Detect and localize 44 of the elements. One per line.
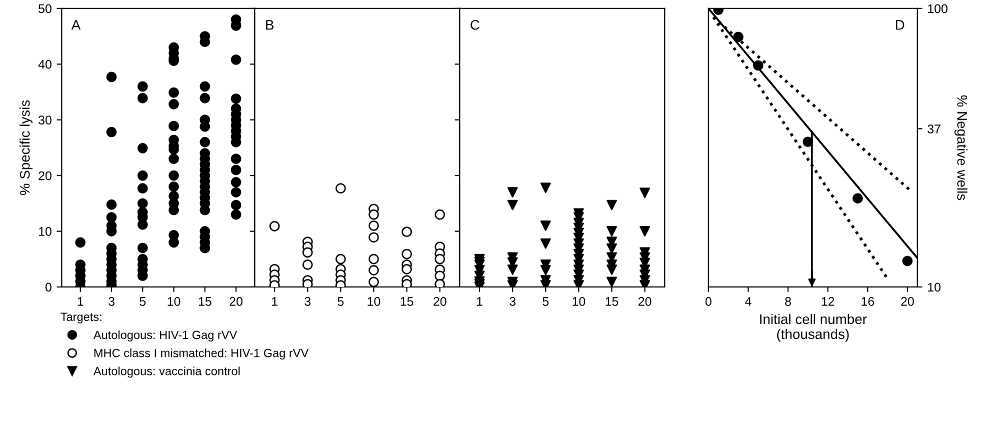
x-tick-label: 10 (572, 297, 586, 306)
x-tick-label: 20 (901, 297, 914, 306)
x-tick-label: 1 (272, 297, 278, 306)
y-tick-label: 10 (928, 282, 941, 292)
text: D (896, 20, 904, 30)
y-tick-label: 30 (38, 116, 52, 124)
x-tick-label: 10 (168, 297, 180, 306)
y-tick-label: 0 (46, 282, 52, 292)
x-axis-title: Initial cell number (thousands) (760, 314, 867, 342)
y-tick-label: 50 (38, 4, 52, 14)
x-tick-label: 3 (304, 297, 311, 306)
text: B (266, 20, 274, 30)
x-tick-label: 20 (434, 297, 446, 306)
text: Autologous: vaccinia control (93, 366, 240, 378)
x-tick-label: 12 (822, 297, 834, 306)
x-tick-label: 15 (400, 297, 414, 306)
text: C (470, 20, 480, 30)
x-tick-label: 5 (542, 297, 549, 306)
x-tick-label: 1 (78, 297, 84, 306)
legend-title: Targets: (60, 312, 102, 324)
x-tick-label: 8 (785, 297, 791, 306)
y-tick-label: 37 (928, 124, 940, 134)
text: MHC class I mismatched: HIV-1 Gag rVV (94, 348, 309, 360)
text: A (71, 20, 81, 30)
y-axis-title: % Negative wells (954, 95, 968, 200)
x-tick-label: 16 (862, 297, 874, 306)
x-tick-label: 20 (638, 297, 652, 306)
x-tick-label: 10 (368, 297, 380, 306)
x-tick-label: 1 (477, 297, 482, 306)
y-axis-title: % Specific lysis (20, 100, 33, 196)
x-tick-label: 20 (230, 297, 243, 306)
x-tick-label: 4 (745, 297, 752, 306)
x-tick-label: 0 (705, 297, 712, 306)
y-tick-label: 10 (39, 227, 52, 236)
x-tick-label: 5 (338, 297, 344, 306)
x-tick-label: 3 (510, 297, 516, 306)
x-tick-label: 5 (140, 297, 146, 306)
x-tick-label: 15 (606, 297, 618, 306)
y-tick-label: 20 (38, 171, 52, 180)
x-tick-label: 15 (198, 297, 212, 306)
y-tick-label: 100 (928, 4, 948, 14)
x-tick-label: 3 (108, 297, 114, 306)
legend-label: Autologous: HIV-1 Gag rVV (93, 330, 238, 342)
y-tick-label: 40 (38, 60, 52, 69)
